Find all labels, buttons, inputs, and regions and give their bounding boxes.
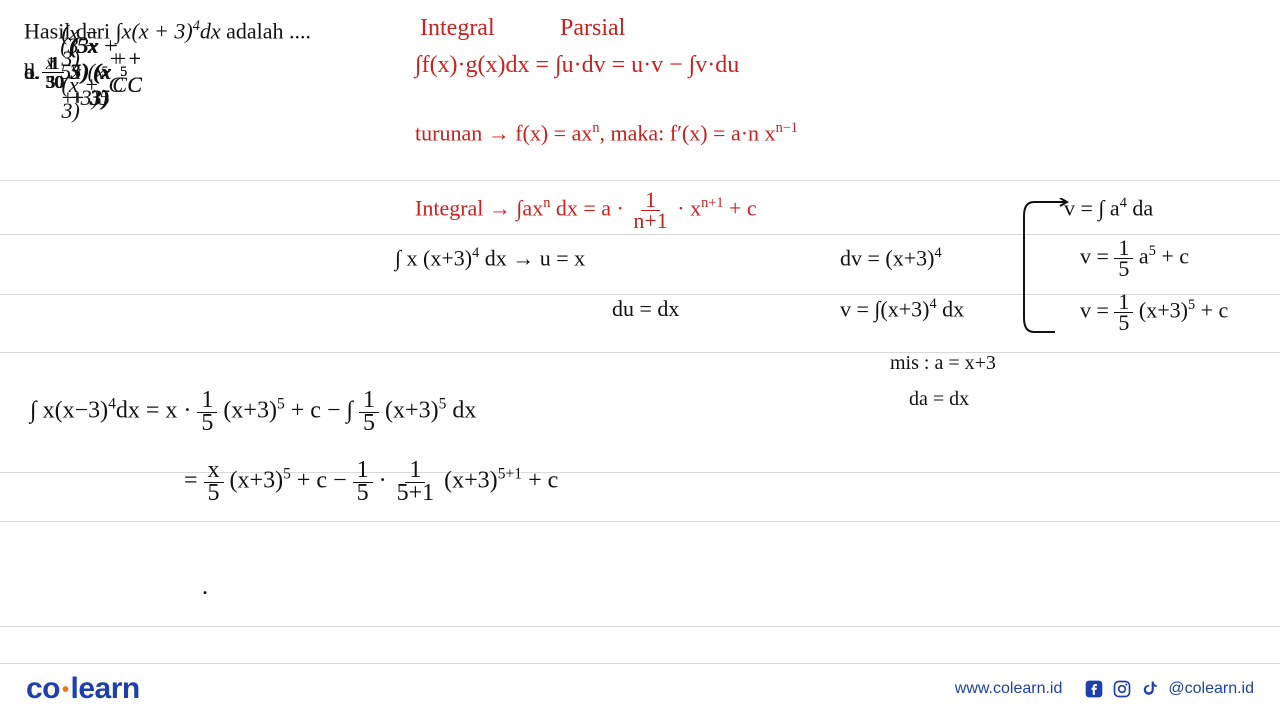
choice-frac: x5 [41,54,58,91]
logo-dot-icon: • [60,679,71,701]
rule-line [0,352,1280,353]
stem-suffix: adalah .... [226,18,311,43]
hand-mis-da: da = dx [909,388,969,411]
logo-part-b: learn [71,672,140,705]
stem-exp: 4 [193,18,200,34]
rule-line [0,234,1280,235]
hand-formula-uv: ∫f(x)·g(x)dx = ∫u·dv = u·v − ∫v·du [415,52,739,79]
hand-r1: v = ∫ a4 da [1064,195,1153,221]
bracket-icon [1020,198,1070,336]
footer-handle: @colearn.id [1168,680,1254,698]
hand-calc-line2: = x5 (x+3)5 + c − 15 · 15+1 (x+3)5+1 + c [184,460,558,504]
hand-r2: v = 15 a5 + c [1080,238,1189,279]
hand-r3: v = 15 (x+3)5 + c [1080,292,1228,333]
hand-dv: dv = (x+3)4 [840,245,942,271]
hand-turunan: turunan → f(x) = axn, maka: f′(x) = a·n … [415,120,798,146]
hand-mis-a: mis : a = x+3 [890,352,996,375]
facebook-icon [1084,679,1104,699]
stem-dx: dx [200,18,221,43]
footer-divider [0,663,1280,664]
hand-v-int: v = ∫(x+3)4 dx [840,296,964,322]
footer-url: www.colearn.id [955,680,1063,698]
logo-part-a: co [26,672,60,705]
hand-frac: 1n+1 [629,190,671,231]
hand-setup-lhs: ∫ x (x+3)4 dx → u = x [395,245,585,271]
tiktok-icon [1140,679,1160,699]
hand-title-parsial: Parsial [560,15,625,42]
stem-integral: ∫x(x + 3) [116,18,193,43]
footer-right: www.colearn.id @colearn.id [955,679,1254,699]
brand-logo: co•learn [26,672,140,706]
rule-line [0,180,1280,181]
hand-dot: . [202,574,208,601]
hand-calc-line1: ∫ x(x−3)4dx = x · 15 (x+3)5 + c − ∫ 15 (… [30,390,476,434]
hand-integral-rule: Integral → ∫axn dx = a · 1n+1 · xn+1 + c [415,190,757,231]
rule-line [0,521,1280,522]
hand-title-integral: Integral [420,15,495,42]
choice-e: e. x5 (3 − 5x) (x + 3)5 + C [24,48,127,96]
hand-du: du = dx [612,296,679,322]
footer: co•learn www.colearn.id @colearn.id [0,672,1280,706]
instagram-icon [1112,679,1132,699]
rule-line [0,626,1280,627]
choice-label: e. [24,59,39,85]
page: Hasil dari ∫x(x + 3)4dx adalah .... a. 1… [0,0,1280,720]
